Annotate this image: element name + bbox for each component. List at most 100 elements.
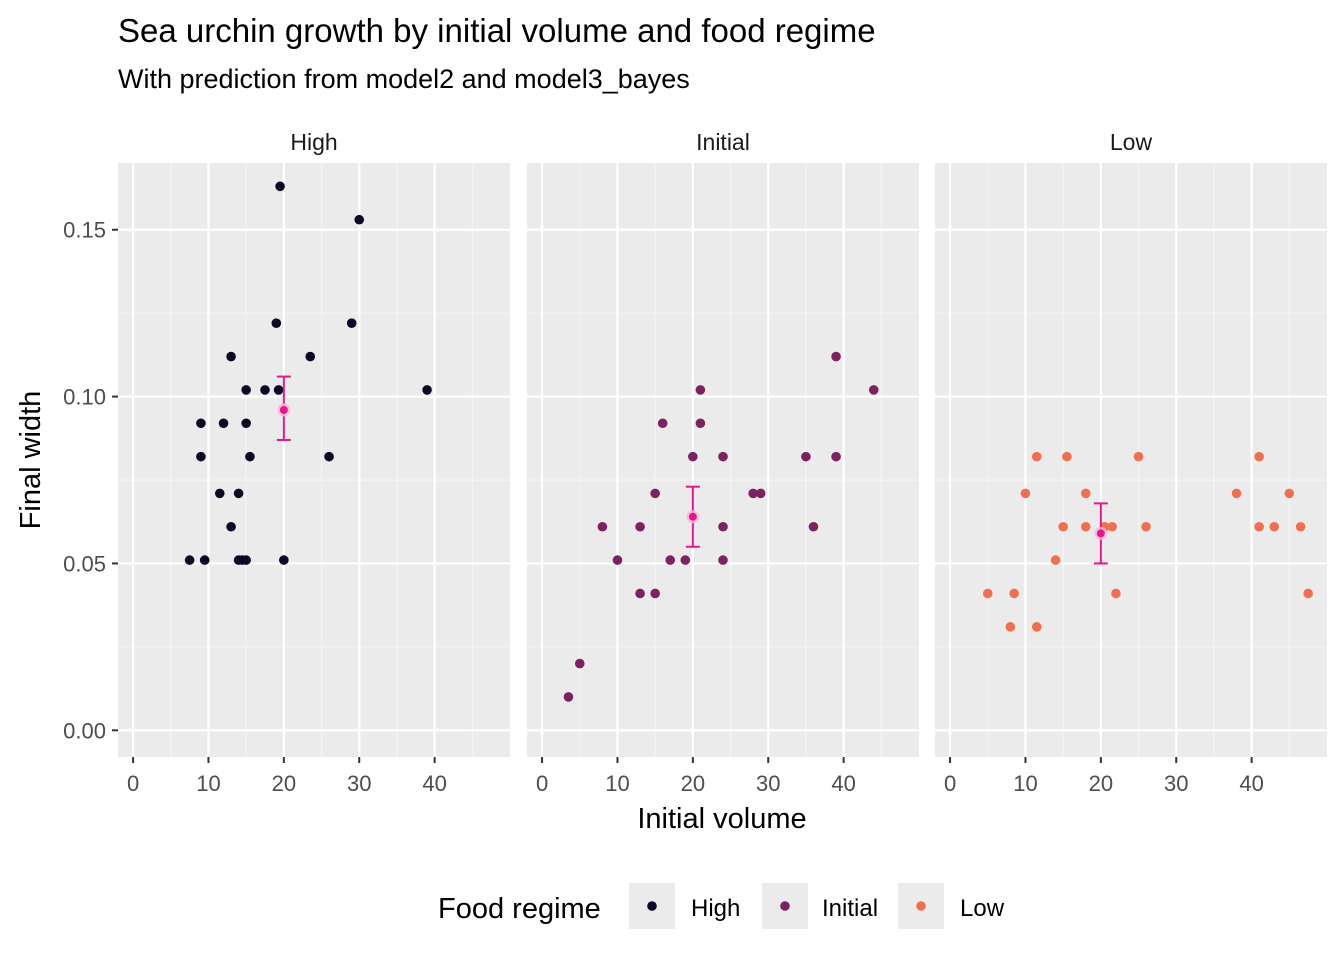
y-tick-label: 0.10 [63, 385, 106, 410]
data-point [245, 451, 255, 462]
data-point [755, 488, 766, 499]
data-point [218, 418, 229, 429]
prediction-point [279, 405, 288, 414]
data-point [718, 451, 728, 462]
data-point [279, 555, 289, 565]
data-point [422, 385, 432, 395]
chart-title: Sea urchin growth by initial volume and … [118, 12, 876, 49]
data-point [275, 181, 285, 192]
x-tick-label: 30 [1164, 771, 1188, 796]
strip-label: High [290, 129, 337, 155]
prediction-point [1096, 529, 1105, 538]
data-point [635, 521, 645, 532]
legend-items: High Initial Low [629, 883, 1005, 929]
data-point [324, 451, 334, 462]
data-point [868, 385, 879, 395]
data-point [1295, 521, 1306, 532]
legend: Food regime High Initial Low [438, 883, 1005, 929]
data-point [273, 385, 284, 395]
data-point [196, 451, 206, 462]
data-point [597, 521, 608, 532]
data-point [831, 351, 841, 362]
data-point [241, 418, 251, 429]
prediction-point [688, 512, 697, 521]
panel-high: High 0 10 20 30 40 0.00 0.05 0.10 0.15 [63, 129, 510, 796]
x-tick-label: 10 [196, 771, 220, 796]
x-tick-label: 0 [127, 771, 139, 796]
legend-marker [780, 901, 790, 911]
x-tick-label: 40 [1239, 771, 1263, 796]
data-point [1031, 451, 1042, 462]
data-point [1231, 488, 1242, 499]
panel-background [118, 163, 510, 757]
data-point [1062, 451, 1072, 462]
data-point [354, 214, 365, 225]
data-point [226, 351, 236, 362]
data-point [305, 351, 316, 362]
data-point [695, 418, 706, 429]
data-point [241, 385, 251, 395]
data-point [1133, 451, 1144, 462]
legend-label: High [691, 895, 740, 922]
strip-label: Low [1110, 129, 1153, 155]
data-point [1111, 588, 1121, 599]
data-point [650, 588, 660, 599]
x-tick-label: 20 [1089, 771, 1113, 796]
data-point [695, 385, 706, 395]
data-point [680, 555, 691, 565]
data-point [563, 692, 574, 702]
data-point [1031, 622, 1042, 632]
x-tick-label: 0 [536, 771, 548, 796]
data-point [260, 385, 270, 395]
data-point [233, 488, 244, 499]
x-tick-label: 40 [831, 771, 855, 796]
x-tick-label: 20 [681, 771, 705, 796]
data-point [1254, 521, 1264, 532]
data-point [1107, 521, 1117, 532]
data-point [650, 488, 660, 499]
legend-title: Food regime [438, 893, 601, 925]
x-tick-label: 10 [605, 771, 629, 796]
x-tick-label: 30 [347, 771, 371, 796]
data-point [612, 555, 623, 565]
data-point [1005, 622, 1016, 632]
x-tick-label: 30 [756, 771, 780, 796]
data-point [196, 418, 206, 429]
legend-item-low: Low [898, 883, 1005, 929]
panel-initial: Initial 0 10 20 30 40 [527, 129, 919, 796]
data-point [1303, 588, 1313, 599]
legend-marker [647, 901, 657, 911]
data-point [718, 521, 728, 532]
data-point [831, 451, 841, 462]
data-point [1141, 521, 1151, 532]
x-tick-label: 40 [422, 771, 446, 796]
legend-marker [916, 901, 926, 911]
x-tick-label: 0 [944, 771, 956, 796]
legend-label: Initial [822, 895, 878, 922]
data-point [1009, 588, 1019, 599]
data-point [1269, 521, 1280, 532]
data-point [801, 451, 811, 462]
data-point [574, 658, 585, 669]
data-point [226, 521, 236, 532]
panel-low: Low 0 10 20 30 40 [935, 129, 1327, 796]
data-point [214, 488, 225, 499]
panel-background [935, 163, 1327, 757]
y-tick-label: 0.00 [63, 718, 106, 743]
legend-item-initial: Initial [762, 883, 878, 929]
data-point [1284, 488, 1295, 499]
data-point [808, 521, 819, 532]
data-point [718, 555, 728, 565]
data-point [657, 418, 668, 429]
panels-layer: High 0 10 20 30 40 0.00 0.05 0.10 0.15 Initial 0 10 2… [63, 129, 1327, 796]
prediction-errorbar [276, 375, 291, 441]
data-point [748, 488, 758, 499]
y-tick-label: 0.15 [63, 218, 106, 243]
data-point [1254, 451, 1264, 462]
data-point [241, 555, 251, 565]
data-point [1020, 488, 1031, 499]
data-point [346, 318, 357, 328]
x-tick-label: 20 [272, 771, 296, 796]
y-tick-label: 0.05 [63, 551, 106, 576]
